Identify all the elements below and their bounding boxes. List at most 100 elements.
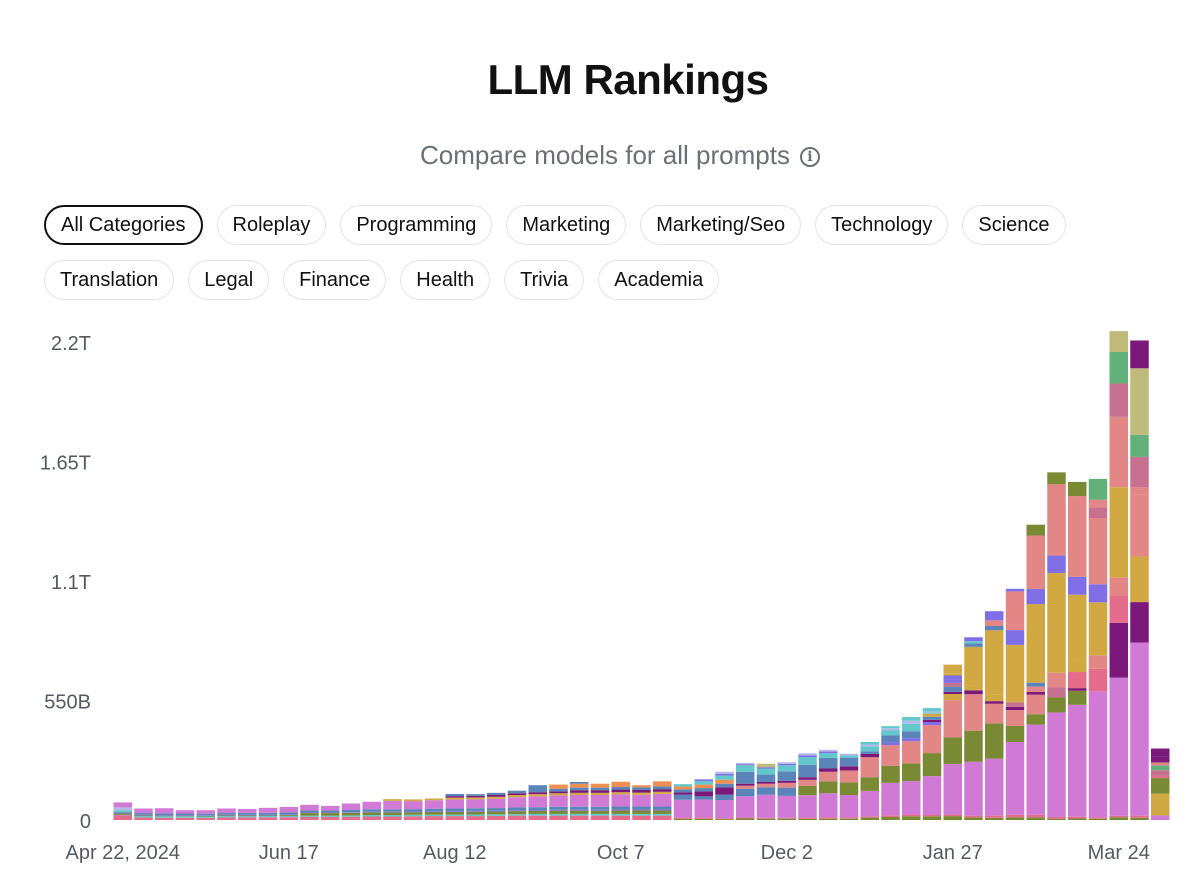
bar-stack[interactable] [507, 790, 527, 820]
bar-stack[interactable] [113, 802, 133, 820]
bar-stack[interactable] [258, 807, 278, 820]
bar-stack[interactable] [341, 803, 361, 820]
bar-segment [445, 796, 464, 798]
bar-stack[interactable] [155, 808, 174, 820]
category-chip-roleplay[interactable]: Roleplay [216, 205, 327, 245]
bar-segment [943, 737, 962, 764]
bar-segment [1151, 778, 1170, 794]
category-chip-science[interactable]: Science [962, 205, 1066, 245]
bar-stack[interactable] [570, 781, 589, 820]
bar-stack[interactable] [590, 783, 610, 820]
bar-stack[interactable] [217, 808, 236, 820]
bar-stack[interactable] [715, 771, 734, 820]
bar-segment [321, 813, 340, 816]
bar-stack[interactable] [487, 792, 506, 820]
bar-stack[interactable] [1151, 748, 1170, 820]
bar-stack[interactable] [300, 804, 319, 820]
bar-stack[interactable] [1005, 588, 1025, 820]
bar-segment [736, 765, 755, 772]
bar-segment [1109, 416, 1128, 488]
bar-segment [922, 712, 942, 714]
bar-stack[interactable] [632, 785, 651, 820]
bar-stack[interactable] [175, 810, 195, 820]
bar-segment [507, 811, 527, 815]
category-filter-bar: All Categories Roleplay Programming Marketi… [44, 205, 1164, 300]
bar-stack[interactable] [134, 808, 153, 820]
bar-stack[interactable] [362, 801, 382, 820]
bar-segment [487, 815, 506, 820]
category-chip-finance[interactable]: Finance [283, 260, 387, 300]
bar-segment [487, 792, 506, 796]
stacked-bar-chart: 0 550B 1.1T 1.65T 2.2T Apr 22, 2024 Jun 17 Aug… [40, 331, 1170, 864]
bar-stack[interactable] [736, 762, 755, 820]
bar-segment [590, 815, 610, 820]
bar-stack[interactable] [279, 806, 299, 820]
bar-segment [487, 798, 506, 809]
bar-segment [113, 815, 132, 820]
y-axis: 0 550B 1.1T 1.65T 2.2T [40, 333, 91, 833]
bar-stack[interactable] [424, 798, 444, 820]
bar-stack[interactable] [881, 726, 900, 820]
bar-stack[interactable] [404, 799, 423, 820]
bar-segment [113, 812, 132, 814]
category-chip-translation[interactable]: Translation [44, 260, 175, 300]
bar-stack[interactable] [1047, 472, 1066, 820]
bar-segment [1026, 524, 1045, 536]
bar-stack[interactable] [964, 637, 983, 820]
category-chip-programming[interactable]: Programming [340, 205, 493, 245]
bar-stack[interactable] [985, 611, 1004, 820]
bar-segment [756, 763, 776, 768]
bar-stack[interactable] [819, 749, 838, 820]
bar-segment [383, 812, 402, 816]
bar-stack[interactable] [694, 779, 714, 820]
bar-stack[interactable] [922, 708, 942, 820]
bar-stack[interactable] [196, 810, 216, 820]
bar-segment [860, 777, 879, 791]
category-chip-marketing-seo[interactable]: Marketing/Seo [640, 205, 802, 245]
bar-segment [258, 815, 278, 817]
category-chip-trivia[interactable]: Trivia [504, 260, 585, 300]
bar-stack[interactable] [1026, 524, 1046, 820]
bar-segment [632, 790, 651, 793]
bar-segment [321, 816, 340, 820]
bar-stack[interactable] [611, 781, 631, 820]
category-chip-academia[interactable]: Academia [598, 260, 720, 300]
bar-stack[interactable] [383, 799, 402, 820]
bar-stack[interactable] [756, 763, 776, 820]
bar-segment [985, 694, 1004, 702]
category-chip-marketing[interactable]: Marketing [506, 205, 627, 245]
bar-stack[interactable] [1068, 481, 1087, 820]
category-chip-technology[interactable]: Technology [815, 205, 949, 245]
bar-stack[interactable] [798, 753, 817, 820]
bar-stack[interactable] [673, 784, 693, 820]
category-chip-health[interactable]: Health [400, 260, 491, 300]
bar-stack[interactable] [1130, 340, 1149, 820]
bar-stack[interactable] [653, 781, 672, 820]
bar-stack[interactable] [777, 762, 797, 820]
bar-segment [487, 811, 506, 815]
bar-segment [134, 813, 153, 815]
bar-segment [300, 804, 319, 811]
bar-segment [1151, 765, 1170, 771]
bar-stack[interactable] [943, 664, 963, 820]
bar-stack[interactable] [1088, 478, 1108, 820]
bar-segment [943, 675, 962, 680]
bar-stack[interactable] [466, 794, 485, 820]
bar-segment [466, 816, 485, 820]
bar-segment [424, 800, 444, 809]
category-chip-legal[interactable]: Legal [188, 260, 270, 300]
bar-stack[interactable] [321, 805, 340, 820]
bar-stack[interactable] [860, 742, 880, 820]
bar-stack[interactable] [1109, 331, 1129, 820]
info-circle-icon[interactable]: i [799, 147, 820, 167]
bar-segment [985, 701, 1004, 704]
bar-stack[interactable] [839, 753, 859, 820]
bar-stack[interactable] [902, 717, 921, 820]
bar-stack[interactable] [549, 784, 568, 820]
bar-stack[interactable] [445, 793, 465, 820]
bar-stack[interactable] [238, 808, 257, 820]
bar-segment [881, 726, 900, 729]
bar-stack[interactable] [528, 785, 548, 820]
bar-segment [507, 797, 527, 808]
category-chip-all-categories[interactable]: All Categories [44, 205, 203, 245]
